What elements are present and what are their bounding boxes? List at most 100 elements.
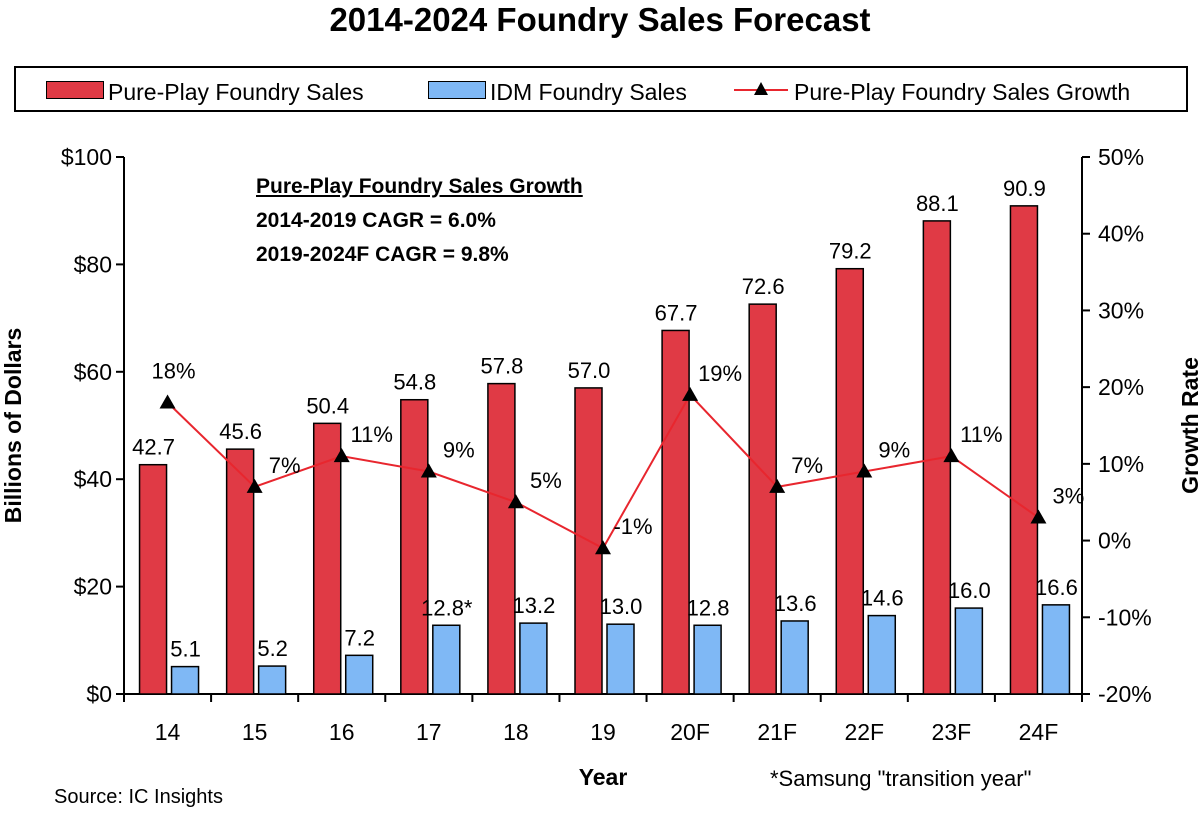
- chart-title: 2014-2024 Foundry Sales Forecast: [329, 1, 871, 38]
- bar-pure-play-sales: [835, 267, 865, 695]
- y-tick-label: $60: [74, 359, 112, 385]
- legend-item-growth: Pure-Play Foundry Sales Growth: [732, 76, 1130, 105]
- x-tick-label: 16: [329, 719, 355, 745]
- x-tick-label: 23F: [932, 719, 972, 745]
- bar-label-idm-sales: 5.2: [257, 636, 288, 661]
- bar-label-pure-play-sales: 79.2: [829, 239, 872, 264]
- growth-label: 5%: [530, 468, 562, 493]
- bar-idm-sales: [867, 614, 897, 695]
- bar-label-pure-play-sales: 72.6: [742, 274, 785, 299]
- y-tick-label: $40: [74, 466, 112, 492]
- bar-label-pure-play-sales: 57.8: [480, 354, 523, 379]
- bar-pure-play-sales: [748, 303, 777, 695]
- x-tick-label: 15: [242, 719, 268, 745]
- bar-idm-sales: [1041, 604, 1071, 695]
- growth-point: [856, 463, 873, 478]
- chart-legend: Pure-Play Foundry Sales IDM Foundry Sale…: [14, 66, 1188, 112]
- y2-tick-label: 50%: [1098, 144, 1144, 170]
- bar-pure-play-sales: [922, 220, 952, 695]
- bar-label-pure-play-sales: 42.7: [132, 435, 175, 460]
- growth-point: [1030, 509, 1047, 524]
- legend-swatch-pure-play-sales: [46, 80, 104, 99]
- annotation-heading: Pure-Play Foundry Sales Growth: [256, 175, 583, 198]
- bar-label-pure-play-sales: 67.7: [655, 300, 698, 325]
- bar-label-idm-sales: 16.0: [948, 578, 991, 603]
- bar-label-idm-sales: 13.2: [512, 593, 555, 618]
- x-tick-label: 22F: [844, 719, 884, 745]
- growth-point: [246, 478, 263, 493]
- bar-idm-sales: [432, 624, 461, 695]
- y-tick-label: $100: [61, 144, 112, 170]
- bar-label-idm-sales: 13.0: [600, 594, 643, 619]
- bar-label-pure-play-sales: 50.4: [306, 393, 349, 418]
- legend-item-pure-play-sales: Pure-Play Foundry Sales: [46, 76, 364, 105]
- legend-label-idm-sales: IDM Foundry Sales: [490, 78, 687, 105]
- bar-label-pure-play-sales: 88.1: [916, 191, 959, 216]
- growth-label: 18%: [152, 358, 196, 383]
- bar-label-pure-play-sales: 90.9: [1003, 176, 1046, 201]
- x-tick-label: 24F: [1019, 719, 1059, 745]
- bar-label-pure-play-sales: 54.8: [393, 370, 436, 395]
- y-tick-label: $0: [86, 681, 112, 707]
- bar-idm-sales: [519, 622, 548, 695]
- growth-label: 7%: [269, 453, 301, 478]
- bar-label-pure-play-sales: 57.0: [568, 358, 611, 383]
- bar-pure-play-sales: [487, 382, 516, 695]
- cagr-annotation: Pure-Play Foundry Sales Growth 2014-2019…: [256, 170, 583, 272]
- bar-label-pure-play-sales: 45.6: [219, 419, 262, 444]
- y-tick-label: $80: [74, 251, 112, 277]
- bar-pure-play-sales: [138, 463, 168, 695]
- bar-idm-sales: [170, 665, 200, 695]
- x-tick-label: 14: [155, 719, 181, 745]
- bar-label-idm-sales: 16.6: [1035, 575, 1078, 600]
- growth-point: [159, 394, 176, 409]
- growth-label: 11%: [960, 422, 1002, 447]
- bar-pure-play-sales: [225, 448, 255, 695]
- x-tick-label: 21F: [757, 719, 797, 745]
- bar-idm-sales: [780, 620, 809, 695]
- bar-pure-play-sales: [312, 422, 342, 695]
- y2-tick-label: -20%: [1098, 681, 1152, 707]
- y2-tick-label: 30%: [1098, 297, 1144, 323]
- bar-pure-play-sales: [661, 329, 690, 695]
- bar-idm-sales: [344, 654, 374, 695]
- growth-point: [682, 386, 699, 401]
- y2-tick-label: 0%: [1098, 528, 1131, 554]
- bar-idm-sales: [606, 623, 635, 695]
- bar-label-idm-sales: 7.2: [344, 625, 375, 650]
- growth-label: 11%: [351, 422, 393, 447]
- y2-tick-label: 40%: [1098, 221, 1144, 247]
- x-axis-title: Year: [579, 764, 628, 790]
- y2-axis-title: Growth Rate: [1177, 357, 1200, 494]
- bar-label-idm-sales: 13.6: [774, 591, 817, 616]
- bar-idm-sales: [954, 607, 984, 695]
- growth-point: [943, 448, 960, 463]
- bar-idm-sales: [693, 624, 722, 695]
- bar-label-idm-sales: 12.8: [687, 595, 730, 620]
- y-axis-title: Billions of Dollars: [0, 328, 26, 524]
- growth-point: [507, 494, 524, 509]
- growth-label: 7%: [791, 453, 823, 478]
- growth-label: 3%: [1053, 484, 1085, 509]
- growth-label: 19%: [698, 361, 742, 386]
- growth-point: [769, 478, 786, 493]
- annotation-cagr-2014-2019: 2014-2019 CAGR = 6.0%: [256, 209, 496, 232]
- legend-swatch-idm-sales: [428, 80, 486, 99]
- annotation-cagr-2019-2024: 2019-2024F CAGR = 9.8%: [256, 243, 509, 266]
- growth-point: [595, 540, 611, 555]
- x-tick-label: 17: [416, 719, 442, 745]
- bar-label-idm-sales: 12.8*: [421, 595, 473, 620]
- legend-item-idm-sales: IDM Foundry Sales: [428, 76, 687, 105]
- growth-point: [333, 448, 350, 463]
- y-tick-label: $20: [74, 574, 112, 600]
- source-note: Source: IC Insights: [54, 786, 223, 808]
- bar-pure-play-sales: [400, 398, 429, 695]
- growth-point: [420, 463, 437, 478]
- bar-label-idm-sales: 5.1: [170, 637, 201, 662]
- y2-tick-label: 20%: [1098, 374, 1144, 400]
- x-tick-label: 18: [503, 719, 529, 745]
- legend-swatch-growth: [734, 81, 788, 95]
- bar-label-idm-sales: 14.6: [861, 586, 904, 611]
- growth-label: 9%: [443, 438, 475, 463]
